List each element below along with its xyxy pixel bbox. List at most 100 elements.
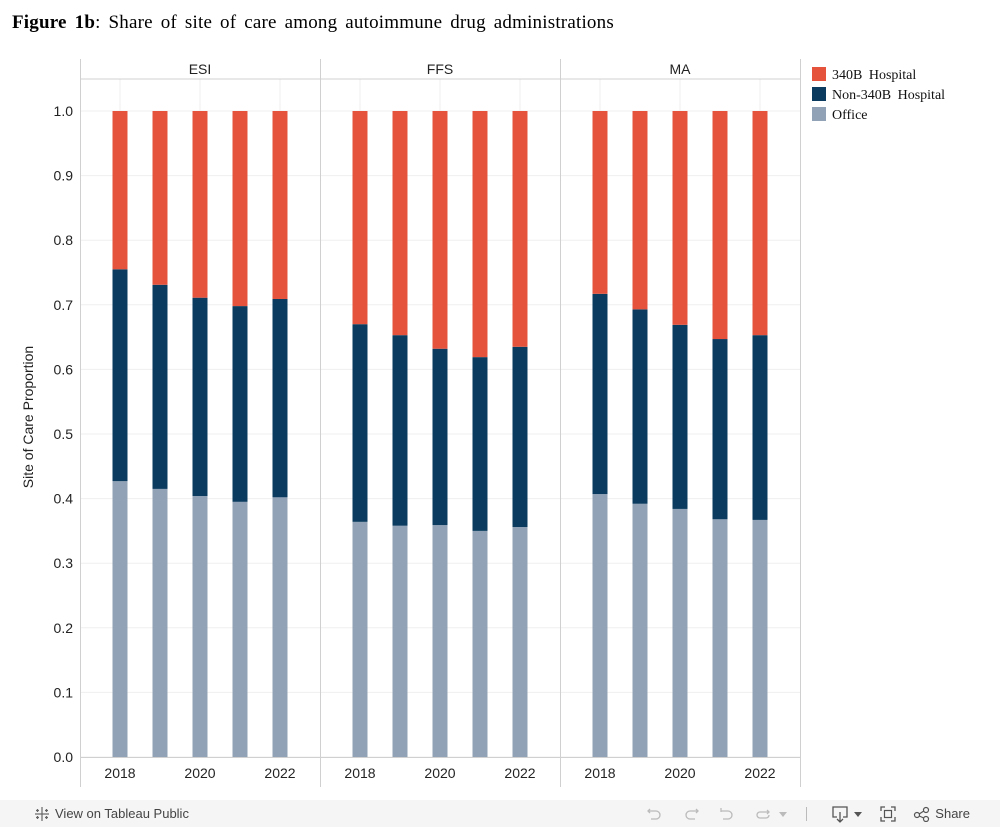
- view-on-tableau-public-label: View on Tableau Public: [55, 806, 189, 821]
- figure-title-text: : Share of site of care among autoimmune…: [95, 12, 614, 33]
- bar-esi-2018-340b-hospital: [112, 111, 128, 270]
- bar-ma-2019-office: [632, 503, 648, 757]
- bar-esi-2018-office: [112, 481, 128, 757]
- download-dropdown-icon[interactable]: [853, 805, 863, 823]
- panel-header-ma: MA: [670, 61, 692, 77]
- y-tick-label: 1.0: [54, 103, 74, 119]
- bar-esi-2019-non-340b-hospital: [152, 284, 168, 489]
- bar-esi-2020-office: [192, 496, 208, 757]
- bar-esi-2018-non-340b-hospital: [112, 269, 128, 482]
- panel-headers: ESI FFS MA: [189, 61, 691, 77]
- bar-ma-2022-office: [752, 519, 768, 757]
- bar-ma-2022-non-340b-hospital: [752, 335, 768, 520]
- bar-ffs-2019-non-340b-hospital: [392, 335, 408, 526]
- bar-ffs-2019-340b-hospital: [392, 111, 408, 336]
- x-tick-label: 2022: [744, 765, 775, 781]
- x-axis: 2018 2020 2022 2018 2020 2022 2018 2020 2022: [104, 765, 775, 781]
- bar-ma-2020-340b-hospital: [672, 111, 688, 325]
- bar-ffs-2020-office: [432, 525, 448, 757]
- bar-esi-2019-office: [152, 488, 168, 757]
- redo-icon[interactable]: [680, 805, 702, 823]
- bar-esi-2021-340b-hospital: [232, 111, 248, 307]
- y-tick-label: 0.5: [54, 426, 74, 442]
- toolbar-separator: [806, 806, 808, 821]
- y-axis-title: Site of Care Proportion: [20, 346, 36, 488]
- x-tick-label: 2018: [344, 765, 375, 781]
- bar-esi-2021-office: [232, 501, 248, 757]
- x-tick-label: 2018: [584, 765, 615, 781]
- bar-ffs-2022-office: [512, 527, 528, 757]
- x-tick-label: 2018: [104, 765, 135, 781]
- legend-item-340b-hospital[interactable]: 340B Hospital: [812, 66, 945, 86]
- legend-label: 340B Hospital: [832, 68, 917, 83]
- bar-ma-2018-340b-hospital: [592, 111, 608, 294]
- bar-ma-2022-340b-hospital: [752, 111, 768, 336]
- bar-esi-2022-340b-hospital: [272, 111, 288, 299]
- tableau-toolbar: View on Tableau Public: [0, 800, 1000, 827]
- revert-icon[interactable]: [716, 805, 738, 823]
- y-tick-label: 0.9: [54, 168, 74, 184]
- panel-header-esi: ESI: [189, 61, 212, 77]
- y-tick-label: 0.0: [54, 749, 74, 765]
- y-tick-label: 0.7: [54, 297, 74, 313]
- x-tick-label: 2020: [664, 765, 695, 781]
- legend: 340B Hospital Non-340B Hospital Office: [812, 66, 945, 126]
- bar-ffs-2022-non-340b-hospital: [512, 346, 528, 528]
- bar-ma-2021-office: [712, 519, 728, 757]
- bar-ffs-2022-340b-hospital: [512, 111, 528, 347]
- download-icon[interactable]: [829, 805, 851, 823]
- refresh-dropdown-icon[interactable]: [778, 805, 788, 823]
- bar-ffs-2018-office: [352, 521, 368, 757]
- y-tick-label: 0.8: [54, 232, 74, 248]
- bars: [112, 111, 768, 757]
- bar-ffs-2018-340b-hospital: [352, 111, 368, 325]
- share-icon: [914, 806, 930, 822]
- bar-esi-2019-340b-hospital: [152, 111, 168, 285]
- legend-item-non-340b-hospital[interactable]: Non-340B Hospital: [812, 86, 945, 106]
- legend-label: Non-340B Hospital: [832, 88, 946, 103]
- y-axis: 0.0 0.1 0.2 0.3 0.4 0.5 0.6 0.7 0.8 0.9 1.0: [54, 103, 74, 765]
- panel-header-ffs: FFS: [427, 61, 453, 77]
- y-tick-label: 0.1: [54, 684, 74, 700]
- view-on-tableau-public-link[interactable]: View on Tableau Public: [34, 806, 189, 822]
- bar-ma-2021-340b-hospital: [712, 111, 728, 340]
- legend-swatch-non-340b: [812, 87, 826, 101]
- y-tick-label: 0.4: [54, 491, 74, 507]
- bar-ma-2020-office: [672, 508, 688, 757]
- bar-esi-2020-non-340b-hospital: [192, 297, 208, 497]
- bar-ma-2020-non-340b-hospital: [672, 324, 688, 509]
- tableau-logo-icon: [35, 806, 49, 821]
- bar-ffs-2020-non-340b-hospital: [432, 348, 448, 526]
- figure-title-bold: Figure 1b: [12, 12, 96, 33]
- x-tick-label: 2020: [424, 765, 455, 781]
- fullscreen-icon[interactable]: [877, 805, 899, 823]
- legend-swatch-340b: [812, 67, 826, 81]
- bar-ffs-2021-non-340b-hospital: [472, 357, 488, 531]
- x-tick-label: 2020: [184, 765, 215, 781]
- undo-icon[interactable]: [644, 805, 666, 823]
- bar-ma-2019-340b-hospital: [632, 111, 648, 310]
- bar-ffs-2018-non-340b-hospital: [352, 324, 368, 522]
- share-label: Share: [935, 806, 970, 821]
- bar-ma-2021-non-340b-hospital: [712, 339, 728, 520]
- x-tick-label: 2022: [504, 765, 535, 781]
- share-button[interactable]: Share: [913, 806, 970, 822]
- x-tick-label: 2022: [264, 765, 295, 781]
- y-tick-label: 0.2: [54, 620, 74, 636]
- bar-ffs-2021-340b-hospital: [472, 111, 488, 358]
- y-tick-label: 0.3: [54, 555, 74, 571]
- bar-esi-2022-office: [272, 497, 288, 757]
- refresh-icon[interactable]: [752, 805, 774, 823]
- stacked-bar-chart: 0.00.10.20.30.40.50.60.70.80.91.0 2018 20…: [20, 59, 801, 787]
- bar-ffs-2020-340b-hospital: [432, 111, 448, 349]
- legend-label: Office: [832, 108, 868, 123]
- y-tick-label: 0.6: [54, 361, 74, 377]
- legend-swatch-office: [812, 107, 826, 121]
- bar-ffs-2021-office: [472, 530, 488, 757]
- bar-ffs-2019-office: [392, 525, 408, 757]
- bar-ma-2018-non-340b-hospital: [592, 293, 608, 495]
- legend-item-office[interactable]: Office: [812, 106, 945, 126]
- chart-frame: [80, 59, 801, 787]
- figure-title: Figure 1b: Share of site of care among a…: [12, 12, 614, 34]
- bar-esi-2020-340b-hospital: [192, 111, 208, 298]
